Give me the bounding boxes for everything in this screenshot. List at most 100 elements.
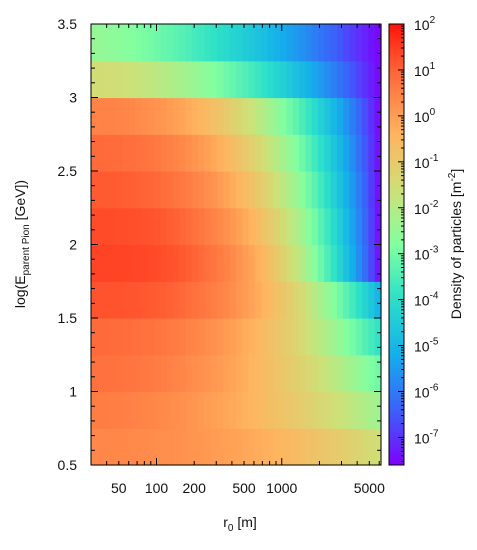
heatmap-cell <box>147 281 155 319</box>
heatmap-cell <box>368 134 376 172</box>
heatmap-cell <box>160 318 168 356</box>
heatmap-cell <box>147 24 155 62</box>
heatmap-cell <box>204 318 212 356</box>
heatmap-cell <box>305 391 313 429</box>
colorbar-tick-label: 10-1 <box>414 153 439 171</box>
heatmap-cell <box>109 207 117 246</box>
heatmap-cell <box>160 171 168 209</box>
heatmap-cell <box>292 134 300 172</box>
heatmap-cell <box>355 207 363 246</box>
heatmap-cell <box>185 244 193 282</box>
heatmap-cell <box>229 428 237 466</box>
heatmap-cell <box>317 24 325 62</box>
heatmap-cell <box>280 207 288 246</box>
heatmap-cell <box>172 428 180 466</box>
heatmap-cell <box>324 24 332 62</box>
heatmap-cell <box>349 281 357 319</box>
heatmap-cell <box>349 24 357 62</box>
heatmap-cell <box>103 97 111 135</box>
heatmap-cell <box>185 391 193 429</box>
heatmap-cell <box>185 354 193 393</box>
heatmap-cell <box>236 207 243 246</box>
heatmap-cell <box>273 207 281 246</box>
heatmap-cell <box>172 207 180 246</box>
heatmap-cell <box>368 244 376 282</box>
heatmap-cell <box>185 428 193 466</box>
heatmap-cell <box>135 428 143 466</box>
colorbar-tick-label: 10-2 <box>414 199 439 217</box>
heatmap-cell <box>122 391 130 429</box>
heatmap-cell <box>172 391 180 429</box>
heatmap-cell <box>210 97 218 135</box>
heatmap-cell <box>330 97 338 135</box>
heatmap-cell <box>198 171 206 209</box>
heatmap-cell <box>135 207 143 246</box>
heatmap-cell <box>229 171 237 209</box>
heatmap-cell <box>336 281 344 319</box>
heatmap-cell <box>141 24 149 62</box>
x-tick-label: 100 <box>145 480 169 496</box>
heatmap-cell <box>185 24 193 62</box>
heatmap-cell <box>254 24 262 62</box>
heatmap-cell <box>179 318 187 356</box>
heatmap-cell <box>330 24 338 62</box>
heatmap-cell <box>179 97 187 135</box>
heatmap-cell <box>324 354 332 393</box>
heatmap-cell <box>116 171 124 209</box>
heatmap-cell <box>254 97 262 135</box>
heatmap-cell <box>242 60 250 99</box>
heatmap-cell <box>254 318 262 356</box>
heatmap-cell <box>172 354 180 393</box>
heatmap-cell <box>273 318 281 356</box>
heatmap-cell <box>343 281 351 319</box>
heatmap-cell <box>198 134 206 172</box>
heatmap-cell <box>229 134 237 172</box>
heatmap-cell <box>141 207 149 246</box>
heatmap-cell <box>267 60 275 99</box>
heatmap-cell <box>160 244 168 282</box>
heatmap-cell <box>154 171 161 209</box>
heatmap-cell <box>362 281 369 319</box>
heatmap-cell <box>128 354 136 393</box>
heatmap-cell <box>236 60 243 99</box>
heatmap-cell <box>122 281 130 319</box>
heatmap-cell <box>210 354 218 393</box>
heatmap-cell <box>154 60 161 99</box>
heatmap-cell <box>242 24 250 62</box>
heatmap-cell <box>229 318 237 356</box>
colorbar-tick-label: 10-7 <box>414 428 439 446</box>
heatmap-cell <box>223 281 231 319</box>
heatmap-cell <box>166 428 174 466</box>
heatmap-cell <box>210 207 218 246</box>
heatmap-cell <box>166 207 174 246</box>
heatmap-cell <box>317 97 325 135</box>
heatmap-cell <box>147 428 155 466</box>
heatmap-cell <box>179 24 187 62</box>
heatmap-cell <box>242 207 250 246</box>
heatmap-cell <box>103 391 111 429</box>
heatmap-cell <box>267 24 275 62</box>
heatmap-cell <box>336 60 344 99</box>
heatmap-cell <box>160 24 168 62</box>
heatmap-cell <box>311 281 319 319</box>
y-axis-label: log(Eparent Pion [GeV]) <box>12 180 32 308</box>
heatmap-cell <box>311 244 319 282</box>
heatmap-cell <box>267 354 275 393</box>
heatmap-cell <box>91 60 98 99</box>
heatmap-cell <box>198 97 206 135</box>
heatmap-cell <box>135 354 143 393</box>
heatmap-cell <box>160 134 168 172</box>
heatmap-cell <box>311 97 319 135</box>
heatmap-cell <box>185 134 193 172</box>
heatmap-cell <box>97 24 105 62</box>
heatmap-cell <box>261 24 269 62</box>
x-tick-label: 200 <box>183 480 207 496</box>
heatmap-cell <box>349 318 357 356</box>
heatmap-cell <box>280 281 288 319</box>
heatmap-cell <box>204 391 212 429</box>
heatmap-cell <box>349 97 357 135</box>
heatmap-cell <box>185 281 193 319</box>
heatmap-cell <box>109 244 117 282</box>
heatmap-cell <box>374 97 382 135</box>
heatmap-cell <box>324 244 332 282</box>
